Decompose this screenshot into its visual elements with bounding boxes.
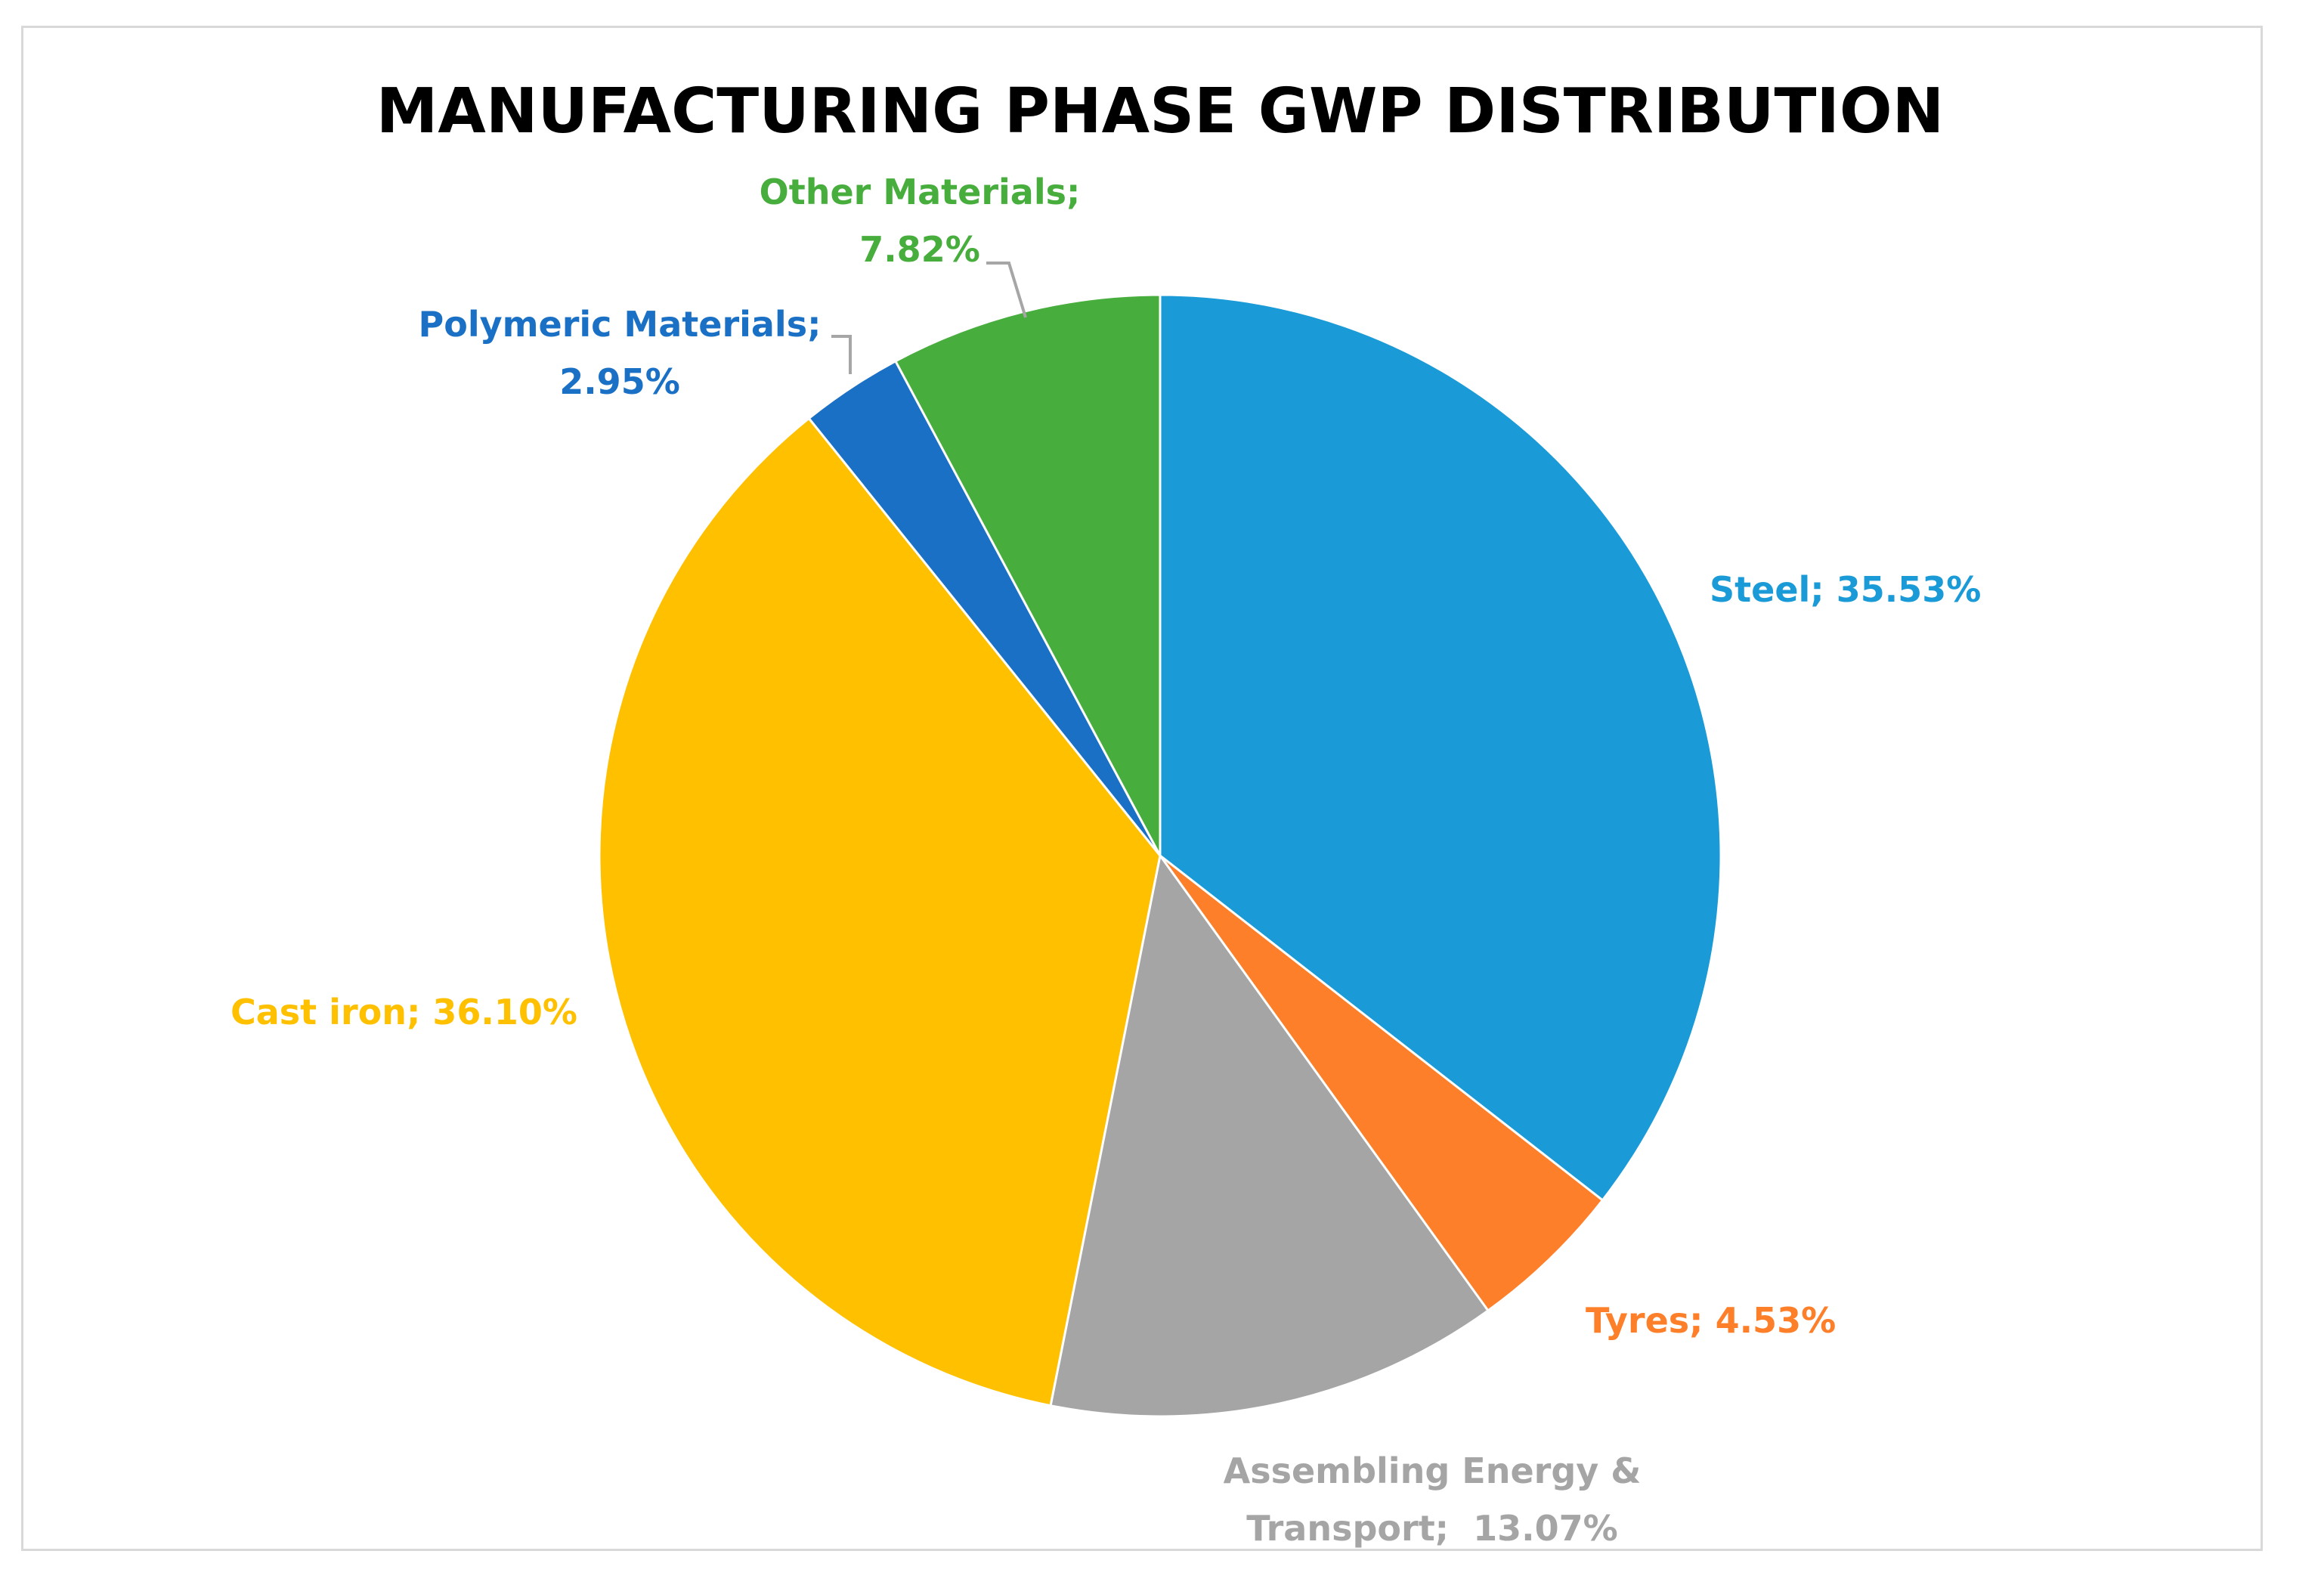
data-label-line: Assembling Energy &: [1224, 1450, 1642, 1491]
pie-slice-tyres: [1159, 854, 1605, 1313]
leader-lines: [831, 262, 1027, 374]
data-label-line: 7.82%: [859, 229, 980, 270]
data-label-line: Transport; 13.07%: [1246, 1508, 1617, 1549]
data-label-line: Tyres; 4.53%: [1586, 1300, 1836, 1341]
slices-layer: [598, 293, 1722, 1418]
pie-slice-steel: [1159, 293, 1722, 1202]
data-label-assembling-energy-transport: Assembling Energy & Transport; 13.07%: [1224, 1450, 1642, 1549]
data-label-steel: Steel; 35.53%: [1710, 569, 1981, 610]
pie-slice-assembling-energy-transport: [1049, 853, 1490, 1418]
data-label-cast-iron: Cast iron; 36.10%: [231, 992, 577, 1032]
data-label-line: Other Materials;: [760, 172, 1081, 212]
pie-slice-cast-iron: [598, 416, 1162, 1407]
data-label-line: Cast iron; 36.10%: [231, 992, 577, 1032]
data-label-line: Polymeric Materials;: [419, 304, 822, 345]
data-label-line: Steel; 35.53%: [1710, 569, 1981, 610]
data-label-other-materials: Other Materials; 7.82%: [760, 172, 1081, 270]
data-labels: Steel; 35.53% Tyres; 4.53% Assembling Ener…: [231, 172, 1981, 1549]
data-label-line: 2.95%: [559, 361, 680, 402]
data-label-tyres: Tyres; 4.53%: [1586, 1300, 1836, 1341]
leader-line-polymeric-materials: [831, 335, 852, 374]
chart-title: MANUFACTURING PHASE GWP DISTRIBUTION: [376, 76, 1944, 147]
data-label-polymeric-materials: Polymeric Materials; 2.95%: [419, 304, 822, 402]
leader-line-other-materials: [986, 262, 1027, 318]
